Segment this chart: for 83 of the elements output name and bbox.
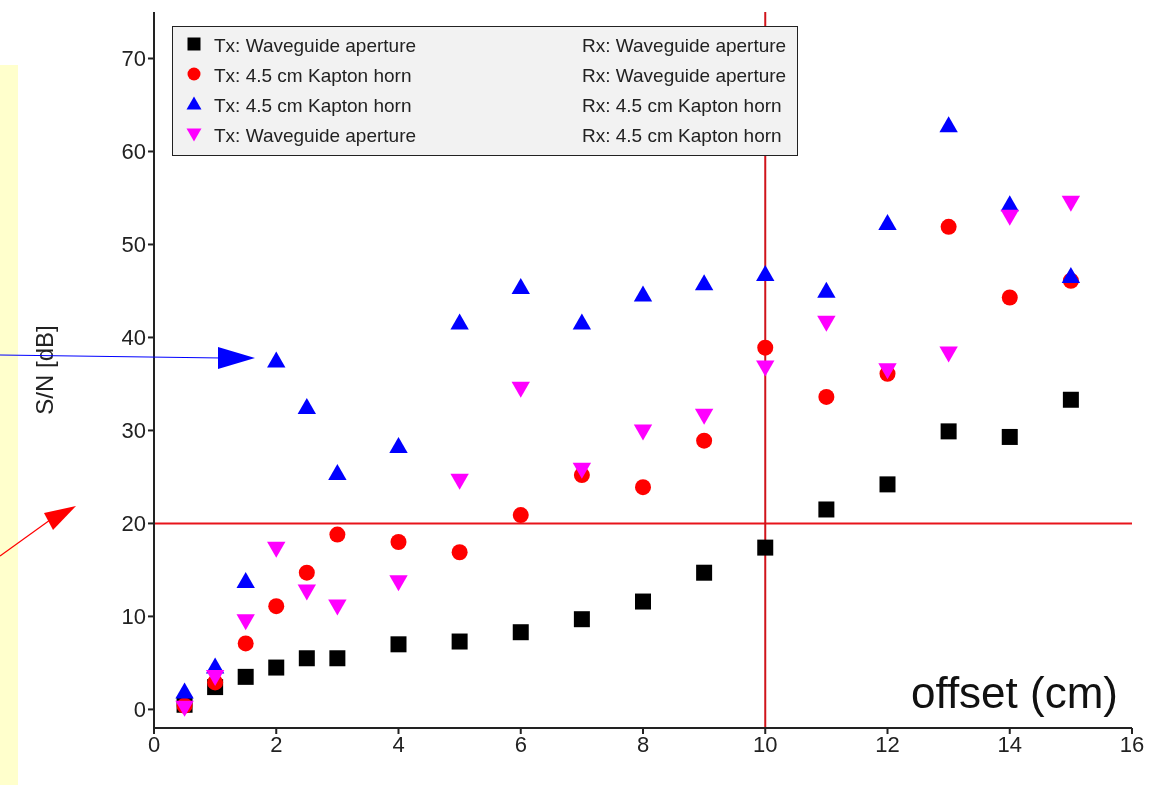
point [205,670,225,687]
point [267,541,286,558]
point [1061,195,1081,212]
point [298,564,315,581]
point [1001,428,1018,445]
point [1000,209,1019,226]
point [298,650,315,667]
point [511,278,530,295]
point [297,397,317,414]
point [939,116,958,133]
point [450,313,469,330]
point [390,534,407,551]
legend-label: Tx: 4.5 cm Kapton horn Rx: 4.5 cm Kapton horn [214,95,782,116]
point [511,381,530,398]
x-tick-label: 16 [1119,731,1145,757]
point [389,437,408,454]
y-tick-label: 30 [121,418,146,444]
point [267,351,286,368]
point [451,544,468,561]
point [297,584,317,601]
x-tick-label: 14 [997,731,1022,757]
y-tick-label: 40 [121,325,146,351]
point [694,274,714,291]
x-tick-label: 8 [636,731,650,757]
point [756,360,775,377]
point [940,218,957,235]
x-axis-title: offset (cm) [910,668,1118,717]
point [451,633,468,650]
point [757,539,774,556]
point [328,599,347,616]
point [1001,289,1018,306]
point [268,659,285,676]
point [939,346,958,363]
point [236,571,255,588]
point [389,575,408,592]
point [328,464,347,481]
point [512,624,529,641]
point [175,682,194,699]
point [879,476,896,493]
legend-label: Tx: Waveguide aperture Rx: 4.5 cm Kapton horn [214,125,782,146]
point [237,635,254,652]
x-tick-label: 10 [753,731,778,757]
point [635,479,651,496]
point [757,339,774,356]
point [756,265,775,282]
x-tick-label: 4 [392,731,405,757]
point [633,285,653,302]
y-tick-label: 50 [121,232,146,258]
point [696,564,713,581]
point [818,388,835,405]
y-tick-label: 10 [121,604,146,630]
y-axis-title: S/N [dB] [31,325,58,415]
y-tick-label: 20 [121,511,146,537]
point [694,408,714,425]
point [572,313,592,330]
legend-label: Tx: 4.5 cm Kapton horn Rx: Waveguide aperture [214,65,787,86]
point [237,668,254,685]
point [635,593,651,610]
y-tick-label: 70 [121,46,146,72]
point [940,423,957,440]
point [236,614,255,631]
point [329,650,346,667]
point [1061,266,1081,283]
point [633,424,653,441]
point [450,473,469,490]
x-tick-label: 2 [270,731,283,757]
point [268,598,285,615]
point [878,213,897,230]
point [572,462,592,479]
point [1062,391,1079,408]
point [696,432,713,449]
legend-label: Tx: Waveguide aperture Rx: Waveguide aperture [214,35,787,56]
point [573,611,590,628]
point [512,507,529,524]
x-tick-label: 12 [875,731,900,757]
point [390,636,407,653]
x-tick-label: 6 [514,731,527,757]
y-tick-label: 60 [121,139,146,165]
point [329,526,346,543]
point [817,315,836,332]
point [817,281,836,298]
point [818,501,835,518]
y-tick-label: 0 [133,697,146,723]
